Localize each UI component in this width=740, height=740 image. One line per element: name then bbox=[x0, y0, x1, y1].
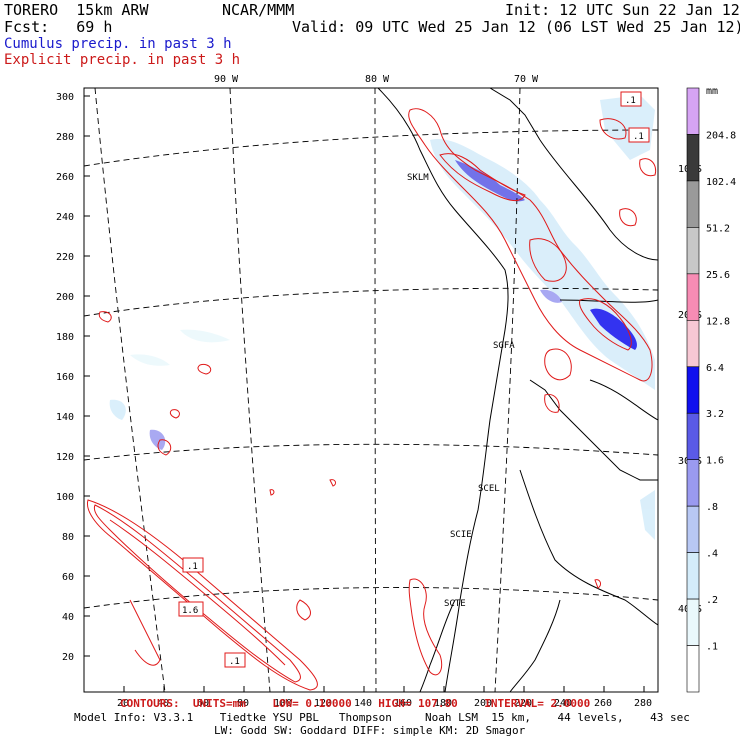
station-sklm: SKLM bbox=[407, 173, 429, 183]
colorbar-level-label: 6.4 bbox=[706, 363, 724, 374]
explicit-field-label: Explicit precip. in past 3 h bbox=[4, 52, 241, 68]
cumulus-field-label: Cumulus precip. in past 3 h bbox=[4, 36, 232, 52]
svg-text:20: 20 bbox=[62, 652, 74, 663]
colorbar-swatch bbox=[686, 412, 700, 460]
svg-text:260: 260 bbox=[56, 172, 74, 183]
colorbar: 204.8 102.4 51.2 25.6 12.8 6.4 3.2 1.6 .8 .4 .2 .1 bbox=[686, 87, 736, 693]
colorbar-swatch bbox=[686, 552, 700, 600]
svg-text:180: 180 bbox=[434, 698, 452, 709]
model-info: Model Info: V3.3.1 Tiedtke YSU PBL Thomp… bbox=[74, 711, 690, 724]
svg-text:220: 220 bbox=[56, 252, 74, 263]
colorbar-swatch bbox=[686, 273, 700, 321]
svg-text:200: 200 bbox=[474, 698, 492, 709]
colorbar-swatch bbox=[686, 598, 700, 646]
svg-text:.1: .1 bbox=[625, 96, 636, 106]
forecast-hour: Fcst: 69 h bbox=[4, 18, 113, 36]
station-scie: SCIE bbox=[450, 530, 472, 540]
svg-text:100: 100 bbox=[56, 492, 74, 503]
svg-text:140: 140 bbox=[354, 698, 372, 709]
coastline bbox=[377, 88, 658, 692]
colorbar-level-label: .4 bbox=[706, 549, 718, 560]
colorbar-swatch bbox=[686, 320, 700, 368]
svg-text:1.6: 1.6 bbox=[182, 606, 198, 616]
colorbar-swatch bbox=[686, 227, 700, 275]
box-label-3: .1 bbox=[182, 557, 204, 573]
svg-text:.1: .1 bbox=[633, 132, 644, 142]
svg-text:80 W: 80 W bbox=[365, 74, 390, 85]
colorbar-swatch bbox=[686, 180, 700, 228]
box-label-1: .1 bbox=[620, 91, 642, 107]
svg-text:300: 300 bbox=[56, 92, 74, 103]
svg-text:40: 40 bbox=[62, 612, 74, 623]
svg-text:240: 240 bbox=[56, 212, 74, 223]
svg-text:70 W: 70 W bbox=[514, 74, 539, 85]
graticule bbox=[84, 88, 658, 692]
svg-text:140: 140 bbox=[56, 412, 74, 423]
svg-text:200: 200 bbox=[56, 292, 74, 303]
colorbar-level-label: .1 bbox=[706, 642, 718, 653]
svg-text:80: 80 bbox=[62, 532, 74, 543]
svg-text:120: 120 bbox=[56, 452, 74, 463]
svg-text:260: 260 bbox=[594, 698, 612, 709]
colorbar-level-label: 12.8 bbox=[706, 316, 730, 327]
svg-text:100: 100 bbox=[274, 698, 292, 709]
x-axis: 20 40 60 80 100 120 140 160 180 200 220 … bbox=[117, 686, 652, 709]
station-scte: SCTE bbox=[444, 599, 466, 609]
colorbar-level-label: 204.8 bbox=[706, 130, 736, 141]
colorbar-swatch bbox=[686, 134, 700, 182]
svg-text:.1: .1 bbox=[229, 657, 240, 667]
cumulus-precip-shading bbox=[109, 95, 655, 540]
valid-time: Valid: 09 UTC Wed 25 Jan 12 (06 LST Wed … bbox=[292, 18, 740, 36]
colorbar-swatch bbox=[686, 459, 700, 507]
svg-text:220: 220 bbox=[514, 698, 532, 709]
svg-text:40: 40 bbox=[157, 698, 169, 709]
station-sgfa: SGFA bbox=[493, 341, 515, 351]
svg-text:90 W: 90 W bbox=[214, 74, 239, 85]
svg-text:.1: .1 bbox=[187, 562, 198, 572]
svg-text:160: 160 bbox=[56, 372, 74, 383]
svg-text:180: 180 bbox=[56, 332, 74, 343]
contours-info: CONTOURS: UNITS=mm LOW= 0.10000 HIGH= 10… bbox=[120, 697, 591, 710]
colorbar-level-label: .8 bbox=[706, 502, 718, 513]
colorbar-level-label: .2 bbox=[706, 595, 718, 606]
colorbar-level-label: 51.2 bbox=[706, 223, 730, 234]
svg-text:240: 240 bbox=[554, 698, 572, 709]
svg-text:20: 20 bbox=[117, 698, 129, 709]
svg-text:60: 60 bbox=[197, 698, 209, 709]
longitude-labels: 90 W 80 W 70 W bbox=[214, 74, 539, 85]
colorbar-swatch bbox=[686, 505, 700, 553]
y-axis: 20 40 60 80 100 120 140 160 180 200 220 … bbox=[56, 92, 90, 663]
colorbar-swatch bbox=[686, 366, 700, 414]
model-title: TORERO 15km ARW bbox=[4, 1, 149, 19]
org-label: NCAR/MMM bbox=[222, 1, 295, 19]
svg-text:280: 280 bbox=[56, 132, 74, 143]
station-labels: SKLM SGFA SCEL SCIE SCTE bbox=[407, 173, 515, 609]
svg-text:80: 80 bbox=[237, 698, 249, 709]
contour-box-labels: .1 .1 .1 1.6 .1 bbox=[178, 91, 650, 668]
colorbar-level-label: 3.2 bbox=[706, 409, 724, 420]
colorbar-level-label: 102.4 bbox=[706, 177, 736, 188]
station-scel: SCEL bbox=[478, 484, 500, 494]
svg-text:120: 120 bbox=[314, 698, 332, 709]
init-time: Init: 12 UTC Sun 22 Jan 12 bbox=[505, 1, 740, 19]
colorbar-unit: mm bbox=[706, 86, 718, 97]
colorbar-swatch bbox=[686, 645, 700, 693]
svg-text:280: 280 bbox=[634, 698, 652, 709]
map-frame bbox=[83, 87, 659, 693]
colorbar-swatch bbox=[686, 87, 700, 135]
box-label-4: 1.6 bbox=[178, 601, 204, 617]
svg-text:60: 60 bbox=[62, 572, 74, 583]
svg-text:160: 160 bbox=[394, 698, 412, 709]
box-label-2: .1 bbox=[628, 127, 650, 143]
colorbar-level-label: 25.6 bbox=[706, 270, 730, 281]
physics-info: LW: Godd SW: Goddard DIFF: simple KM: 2D… bbox=[214, 724, 526, 737]
colorbar-level-label: 1.6 bbox=[706, 456, 724, 467]
box-label-5: .1 bbox=[224, 652, 246, 668]
